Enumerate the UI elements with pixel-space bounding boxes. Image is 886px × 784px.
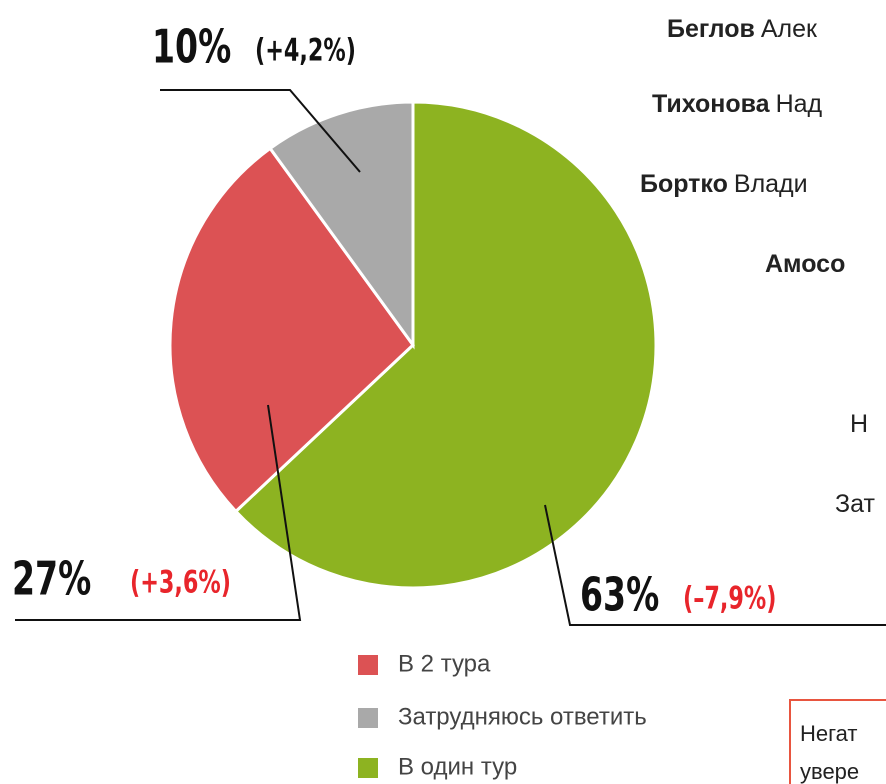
leader-line <box>544 504 886 626</box>
side-label: Тихонова Над <box>652 90 823 118</box>
change-label: (–7,9%) <box>683 581 776 617</box>
value-label: 63% <box>580 569 659 622</box>
note-text: увере <box>800 759 859 784</box>
value-label: 10% <box>152 21 231 74</box>
side-label: Зат <box>835 490 875 518</box>
change-label: (+3,6%) <box>130 565 231 601</box>
leader-line <box>15 404 302 621</box>
pie-slice <box>268 100 415 350</box>
side-label-rest: Зат <box>835 490 875 518</box>
side-label: Беглов Алек <box>667 15 818 43</box>
side-label-rest: Н <box>850 410 868 438</box>
pie-slice <box>168 146 415 514</box>
pie-slice <box>233 100 658 590</box>
note-box <box>789 699 886 784</box>
value-label: 27% <box>12 553 91 606</box>
side-label-rest: Алек <box>761 15 818 43</box>
side-label: Амосо <box>765 250 845 278</box>
side-label-bold: Беглов <box>667 15 755 43</box>
legend-label: В один тур <box>398 753 517 780</box>
legend-swatch <box>358 655 378 675</box>
side-label: Бортко Влади <box>640 170 808 198</box>
side-label-bold: Амосо <box>765 250 845 278</box>
side-label-bold: Тихонова <box>652 90 771 118</box>
leader-line <box>160 89 361 173</box>
legend-swatch <box>358 758 378 778</box>
side-label-bold: Бортко <box>640 170 728 198</box>
legend-swatch <box>358 708 378 728</box>
side-label-rest: Влади <box>734 170 808 198</box>
legend-label: Затрудняюсь ответить <box>398 703 647 730</box>
change-label: (+4,2%) <box>255 33 356 69</box>
note-text: Негат <box>800 721 858 746</box>
side-label: Н <box>850 410 868 438</box>
legend-label: В 2 тура <box>398 650 491 677</box>
side-label-rest: Над <box>776 90 823 118</box>
